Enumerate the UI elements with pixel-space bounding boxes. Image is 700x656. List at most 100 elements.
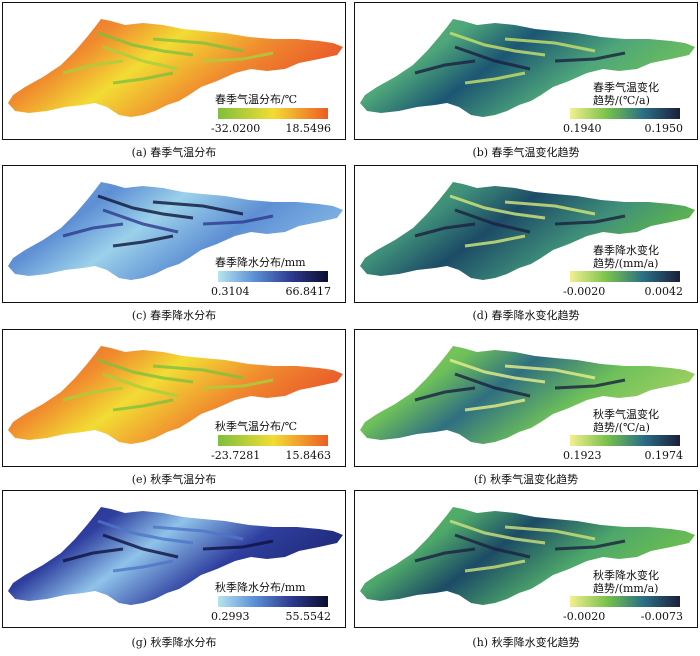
legend-title: 春季降水变化 — [593, 244, 659, 257]
ridge-pattern — [454, 372, 531, 398]
map-e — [8, 346, 343, 444]
legend-min-value: -0.0020 — [563, 610, 606, 623]
map-h — [360, 507, 695, 605]
ridge-pattern — [202, 539, 274, 551]
legend-title: 春季降水分布/mm — [215, 256, 306, 269]
ridge-pattern — [554, 51, 626, 63]
colorbar — [218, 435, 328, 446]
ridge-pattern — [504, 37, 596, 53]
legend-title-unit: 趋势/(℃/a) — [593, 421, 650, 434]
ridge-pattern — [554, 378, 626, 390]
legend-min-value: -0.0020 — [563, 285, 606, 298]
colorbar — [570, 596, 680, 607]
colorbar — [218, 108, 328, 119]
ridge-pattern — [152, 364, 244, 380]
map-d — [360, 182, 695, 280]
caption-f: (f) 秋季气温变化趋势 — [473, 473, 579, 486]
ridge-pattern — [454, 533, 531, 559]
ridge-pattern — [112, 398, 174, 412]
ridge-pattern — [62, 547, 124, 563]
legend-title: 秋季气温变化 — [593, 408, 659, 421]
ridge-pattern — [202, 378, 274, 390]
ridge-pattern — [62, 59, 124, 75]
panel-b: 春季气温变化 趋势/(℃/a) 0.1940 0.1950 — [354, 2, 698, 140]
caption-a: (a) 春季气温分布 — [131, 146, 217, 159]
ridge-pattern — [504, 364, 596, 380]
ridge-pattern — [62, 222, 124, 238]
map-g — [8, 507, 343, 605]
legend-title: 秋季降水分布/mm — [215, 581, 306, 594]
map-b — [360, 19, 695, 117]
ridge-pattern — [449, 194, 546, 220]
legend-min-value: 0.1923 — [563, 449, 602, 462]
legend-title-unit: 趋势/(mm/a) — [593, 582, 659, 595]
legend-min-value: 0.2993 — [211, 610, 250, 623]
ridge-pattern — [152, 37, 244, 53]
legend-max-value: -0.0073 — [640, 610, 683, 623]
ridge-pattern — [454, 45, 531, 71]
ridge-pattern — [449, 31, 546, 57]
ridge-pattern — [464, 398, 526, 412]
ridge-pattern — [414, 59, 476, 75]
ridge-pattern — [464, 559, 526, 573]
colorbar — [570, 271, 680, 282]
panel-g: 秋季降水分布/mm 0.2993 55.5542 — [2, 490, 346, 628]
ridge-pattern — [504, 525, 596, 541]
map-c — [8, 182, 343, 280]
ridge-pattern — [504, 200, 596, 216]
panel-c: 春季降水分布/mm 0.3104 66.8417 — [2, 165, 346, 303]
ridge-pattern — [414, 222, 476, 238]
legend-max-value: 15.8463 — [285, 449, 332, 462]
map-a — [8, 19, 343, 117]
legend-title: 春季气温分布/℃ — [215, 93, 298, 106]
ridge-pattern — [97, 358, 194, 384]
ridge-pattern — [554, 214, 626, 226]
legend-title-unit: 趋势/(mm/a) — [593, 257, 659, 270]
ridge-pattern — [102, 208, 179, 234]
legend-max-value: 0.1974 — [644, 449, 684, 462]
ridge-pattern — [554, 539, 626, 551]
panel-a: 春季气温分布/℃ -32.0200 18.5496 — [2, 2, 346, 140]
legend-title: 春季气温变化 — [593, 81, 659, 94]
legend-max-value: 55.5542 — [285, 610, 332, 623]
caption-g: (g) 秋季降水分布 — [131, 636, 217, 649]
colorbar — [218, 596, 328, 607]
legend-max-value: 18.5496 — [285, 122, 332, 135]
colorbar — [570, 435, 680, 446]
caption-c: (c) 春季降水分布 — [131, 309, 217, 322]
ridge-pattern — [152, 200, 244, 216]
ridge-pattern — [112, 71, 174, 85]
ridge-pattern — [97, 194, 194, 220]
ridge-pattern — [102, 372, 179, 398]
ridge-pattern — [97, 519, 194, 545]
colorbar — [570, 108, 680, 119]
ridge-pattern — [102, 45, 179, 71]
ridge-pattern — [414, 547, 476, 563]
ridge-pattern — [449, 358, 546, 384]
ridge-pattern — [464, 71, 526, 85]
legend-min-value: 0.1940 — [563, 122, 602, 135]
legend-max-value: 0.0042 — [644, 285, 684, 298]
map-f — [360, 346, 695, 444]
ridge-pattern — [112, 559, 174, 573]
ridge-pattern — [414, 386, 476, 402]
ridge-pattern — [102, 533, 179, 559]
panel-e: 秋季气温分布/℃ -23.7281 15.8463 — [2, 329, 346, 467]
ridge-pattern — [152, 525, 244, 541]
legend-max-value: 0.1950 — [644, 122, 684, 135]
ridge-pattern — [112, 234, 174, 248]
colorbar — [218, 271, 328, 282]
panel-f: 秋季气温变化 趋势/(℃/a) 0.1923 0.1974 — [354, 329, 698, 467]
ridge-pattern — [62, 386, 124, 402]
legend-min-value: -23.7281 — [211, 449, 261, 462]
caption-e: (e) 秋季气温分布 — [131, 473, 217, 486]
caption-b: (b) 春季气温变化趋势 — [472, 146, 580, 159]
ridge-pattern — [464, 234, 526, 248]
legend-min-value: -32.0200 — [211, 122, 261, 135]
ridge-pattern — [97, 31, 194, 57]
ridge-pattern — [202, 51, 274, 63]
ridge-pattern — [449, 519, 546, 545]
legend-title-unit: 趋势/(℃/a) — [593, 94, 650, 107]
caption-h: (h) 秋季降水变化趋势 — [472, 636, 580, 649]
ridge-pattern — [202, 214, 274, 226]
